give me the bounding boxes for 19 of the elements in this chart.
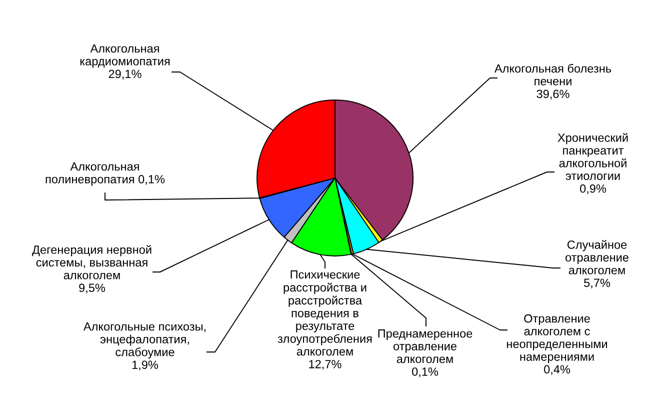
data-label: 0,9%	[580, 184, 606, 194]
slice-label: Алкогольная кардиомиопатия	[80, 44, 170, 68]
slice-label: Алкогольная полиневропатия 0,1%	[46, 162, 165, 186]
slice-label: Алкогольная болезнь печени	[494, 64, 612, 86]
data-label: 39,6%	[536, 90, 570, 100]
slice-label: Хронический панкреатит алкогольной этиологии	[558, 133, 628, 180]
slice-label: Случайное отравление алкоголем	[566, 240, 628, 274]
data-label: 29,1%	[108, 70, 142, 80]
slice-label: Алкогольные психозы, энцефалопатия, слабоумие	[83, 322, 206, 359]
data-label: 0,1%	[412, 367, 438, 378]
data-label: 1,9%	[132, 360, 158, 370]
slice-label: Преднамеренное отравление алкоголем	[378, 329, 472, 364]
slice-label: Дегенерация нервной системы, вызванная алкоголем	[32, 245, 152, 280]
data-label: 5,7%	[584, 278, 610, 288]
data-label: 12,7%	[309, 360, 342, 370]
slice-label: Отравление алкоголем с неопределенными намерениями	[506, 314, 608, 364]
slice-label: Психические расстройства и расстройства поведения в результате злоупотребления алкоголем	[278, 270, 372, 356]
data-label: 0,4%	[544, 365, 570, 375]
data-label: 9,5%	[79, 284, 106, 294]
